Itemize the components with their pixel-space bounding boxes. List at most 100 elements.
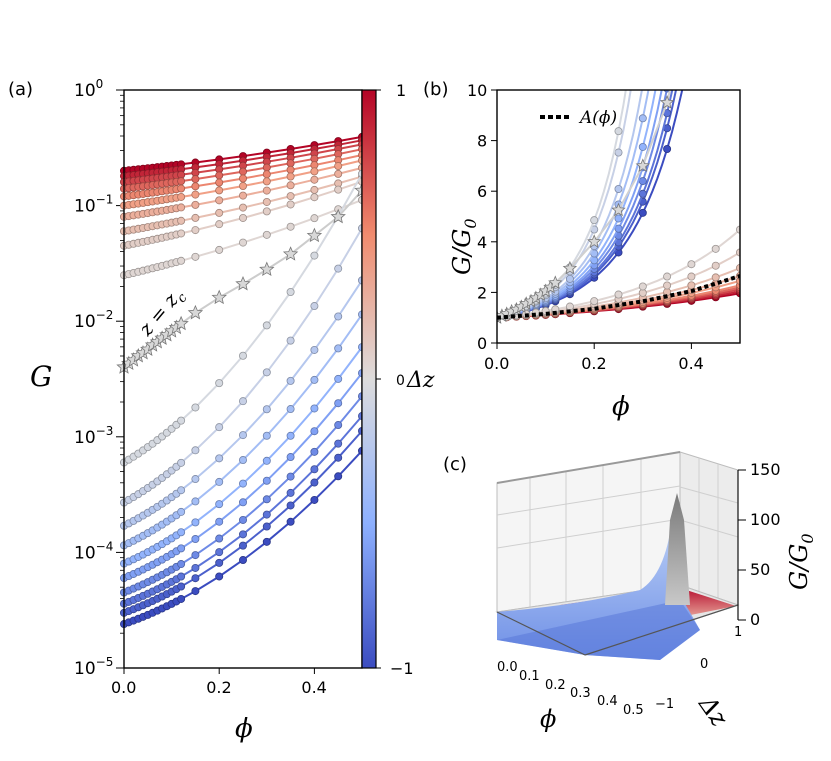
series-point <box>310 375 319 384</box>
norm-critical-star <box>587 234 602 248</box>
series-point <box>262 177 271 186</box>
svg-text:100: 100 <box>750 510 781 529</box>
norm-point <box>565 274 574 283</box>
panel-c-yticks: 1 0 −1 <box>655 625 742 712</box>
panel-c-xlabel: ϕ <box>540 705 556 733</box>
reference-curve <box>497 274 740 320</box>
colorbar-tick-bottom: −1 <box>390 659 414 678</box>
series-point <box>215 423 224 432</box>
series-point <box>262 368 271 377</box>
series-point <box>262 431 271 440</box>
series-point <box>262 537 271 546</box>
norm-point <box>590 297 599 306</box>
panel-b-ytick-label: 4 <box>477 233 487 252</box>
colorbar-label: Δz <box>406 368 435 393</box>
norm-point <box>663 272 672 281</box>
colorbar <box>361 89 377 669</box>
series-point <box>215 534 224 543</box>
norm-point <box>639 82 646 89</box>
series-point <box>238 238 247 247</box>
norm-point <box>638 114 647 123</box>
norm-point <box>614 224 623 233</box>
norm-point <box>711 261 720 270</box>
panel-a-xtick-label: 0.2 <box>206 678 231 697</box>
panel-c-ztick: 150 100 50 0 <box>738 460 781 629</box>
svg-text:0: 0 <box>700 657 708 672</box>
panel-b-xlabel: ϕ <box>612 392 630 422</box>
series-point <box>286 165 295 174</box>
series-point <box>177 458 186 467</box>
norm-point <box>638 208 647 217</box>
colorbar-tick-mid: 0 <box>396 373 405 389</box>
colorbar-tick-top: 1 <box>396 81 406 100</box>
series-point <box>286 288 295 297</box>
series-point <box>310 175 319 184</box>
norm-point <box>638 282 647 291</box>
series-point <box>215 500 224 509</box>
svg-text:0.4: 0.4 <box>597 694 618 709</box>
series-point <box>191 535 200 544</box>
series-point <box>262 207 271 216</box>
norm-point <box>614 214 623 223</box>
series-point <box>215 178 224 187</box>
series-point <box>238 479 247 488</box>
svg-text:1: 1 <box>734 625 742 640</box>
panel-a-xtick-label: 0.4 <box>301 678 326 697</box>
panel-c-3d <box>495 451 740 660</box>
series-point <box>310 447 319 456</box>
norm-line <box>497 90 663 319</box>
panel-a-plot: 0.0 0.2 0.4 100 10−1 10−2 10−3 10−4 10−5 <box>74 77 370 697</box>
norm-line <box>497 90 684 319</box>
series-point <box>286 192 295 201</box>
series-point <box>286 453 295 462</box>
series-point <box>286 472 295 481</box>
series-point <box>310 193 319 202</box>
series-point <box>238 191 247 200</box>
series-point <box>262 186 271 195</box>
series-point <box>334 453 343 462</box>
critical-star <box>306 227 323 243</box>
legend-label: A(ϕ) <box>578 108 617 128</box>
series-point <box>191 446 200 455</box>
series-point <box>177 229 186 238</box>
series-point <box>215 171 224 180</box>
norm-point <box>590 216 599 225</box>
critical-star <box>259 261 275 277</box>
series-point <box>286 405 295 414</box>
series-point <box>310 465 319 474</box>
series-point <box>215 558 224 567</box>
series-point <box>262 197 271 206</box>
series-point <box>177 594 186 603</box>
norm-critical-star <box>548 275 563 290</box>
series-point <box>334 399 343 408</box>
panel-b-label: (b) <box>423 79 448 100</box>
critical-star <box>211 289 227 305</box>
series-point <box>310 478 319 487</box>
panel-a-xlabel: ϕ <box>235 714 253 744</box>
series-point <box>191 252 200 261</box>
panel-b-xtick-label: 0.0 <box>484 354 509 373</box>
series-point <box>310 167 319 176</box>
series-point <box>286 159 295 168</box>
series-point <box>238 351 247 360</box>
panel-c-ylabel: Δz <box>693 690 734 732</box>
panel-b-ylabel: G/G0 <box>448 218 480 275</box>
series-point <box>334 162 343 171</box>
panel-b-ytick-label: 6 <box>477 182 487 201</box>
series-point <box>215 477 224 486</box>
series-point <box>215 572 224 581</box>
norm-point <box>638 177 647 186</box>
series-point <box>286 200 295 209</box>
series-point <box>262 405 271 414</box>
series-point <box>310 214 319 223</box>
series-point <box>262 510 271 519</box>
series-point <box>238 498 247 507</box>
norm-line <box>497 90 678 319</box>
series-point <box>286 501 295 510</box>
norm-point <box>736 225 740 234</box>
norm-point <box>711 273 720 282</box>
norm-critical-star <box>562 260 578 275</box>
panel-a-ytick-label: 10−5 <box>74 655 113 679</box>
series-point <box>215 517 224 526</box>
